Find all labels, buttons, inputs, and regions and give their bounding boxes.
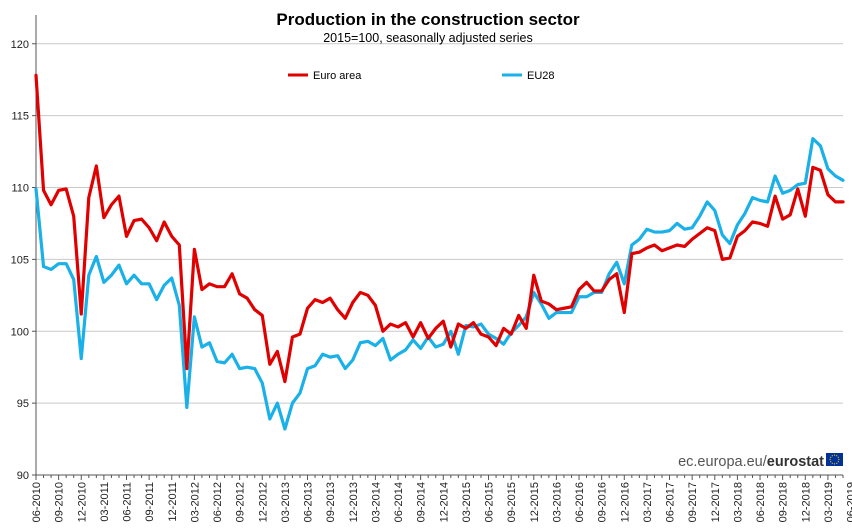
x-tick-label: 09-2014: [416, 482, 428, 522]
chart-title: Production in the construction sector: [276, 10, 580, 29]
legend: Euro area EU28: [288, 70, 555, 82]
x-tick-label: 03-2017: [642, 482, 654, 522]
eu-flag-star: [836, 455, 838, 457]
source-brand: eurostat: [767, 454, 824, 470]
y-tick-label: 115: [11, 111, 29, 123]
x-tick-label: 09-2012: [235, 482, 247, 522]
source-text: ec.europa.eu/eurostat: [678, 454, 824, 470]
x-tick-label: 09-2016: [597, 482, 609, 522]
axes: 90 95 100 105 110 115 120 06-2010 09-2010 12-2010…: [11, 15, 852, 522]
x-tick-label: 12-2016: [619, 482, 631, 522]
x-tick-label: 06-2010: [31, 482, 43, 522]
x-tick-label: 12-2017: [710, 482, 722, 522]
x-tick-label: 06-2017: [665, 482, 677, 522]
x-tick-label: 12-2012: [257, 482, 269, 522]
x-tick-label: 09-2011: [144, 482, 156, 522]
x-tick-label: 03-2012: [189, 482, 201, 522]
eu-flag-star: [831, 455, 833, 457]
x-tick-label: 03-2011: [99, 482, 111, 522]
x-tick-label: 06-2011: [122, 482, 134, 522]
chart-subtitle: 2015=100, seasonally adjusted series: [323, 31, 533, 45]
eu-flag-star: [837, 461, 839, 463]
x-tick-label: 09-2013: [325, 482, 337, 522]
x-tick-label: 03-2013: [280, 482, 292, 522]
y-tick-label: 100: [11, 326, 29, 338]
x-tick-label: 12-2010: [76, 482, 88, 522]
legend-label-euro-area: Euro area: [313, 70, 362, 82]
x-tick-label: 06-2013: [303, 482, 315, 522]
eu-flag-star: [833, 463, 836, 465]
eu-flag-star: [829, 458, 831, 461]
eu-flag-star: [838, 458, 840, 461]
y-tick-label: 105: [11, 254, 29, 266]
x-tick-label: 06-2012: [212, 482, 224, 522]
x-tick-label: 06-2015: [484, 482, 496, 522]
x-tick-label: 06-2014: [393, 482, 405, 522]
x-tick-label: 03-2018: [732, 482, 744, 522]
y-tick-label: 90: [17, 470, 29, 482]
source-credit: ec.europa.eu/eurostat: [678, 453, 843, 470]
x-tick-label: 12-2014: [438, 482, 450, 522]
x-tick-label: 09-2017: [687, 482, 699, 522]
eu-flag-stars: [829, 454, 840, 465]
eu-flag-star: [831, 462, 833, 464]
eu-flag-star: [836, 462, 838, 464]
eu-flag-star: [837, 456, 839, 458]
x-tick-label: 03-2019: [823, 482, 835, 522]
x-tick-label: 12-2011: [167, 482, 179, 522]
x-tick-label: 06-2019: [846, 482, 852, 522]
series: [34, 73, 845, 431]
y-tick-label: 120: [11, 39, 29, 51]
eu-flag-star: [833, 454, 836, 456]
x-tick-label: 06-2016: [574, 482, 586, 522]
eu-flag-background: [826, 453, 843, 466]
series-line-eu28: [34, 137, 845, 431]
x-tick-label: 09-2015: [506, 482, 518, 522]
y-tick-label: 110: [11, 183, 29, 195]
x-tick-label: 03-2014: [370, 482, 382, 522]
y-tick-label: 95: [17, 398, 29, 410]
x-tick-label: 06-2018: [755, 482, 767, 522]
x-tick-label: 09-2018: [778, 482, 790, 522]
series-line-euro-area: [34, 73, 845, 384]
eu-flag-star: [830, 461, 832, 463]
x-tick-label: 09-2010: [54, 482, 66, 522]
x-tick-label: 12-2018: [800, 482, 812, 522]
eu-flag-logo: [826, 453, 843, 466]
source-prefix: ec.europa.eu/: [678, 454, 768, 470]
eu-flag-star: [830, 456, 832, 458]
x-tick-label: 03-2016: [551, 482, 563, 522]
gridlines: [36, 43, 843, 404]
x-tick-label: 03-2015: [461, 482, 473, 522]
legend-label-eu28: EU28: [527, 70, 555, 82]
x-tick-label: 12-2015: [529, 482, 541, 522]
x-tick-label: 12-2013: [348, 482, 360, 522]
